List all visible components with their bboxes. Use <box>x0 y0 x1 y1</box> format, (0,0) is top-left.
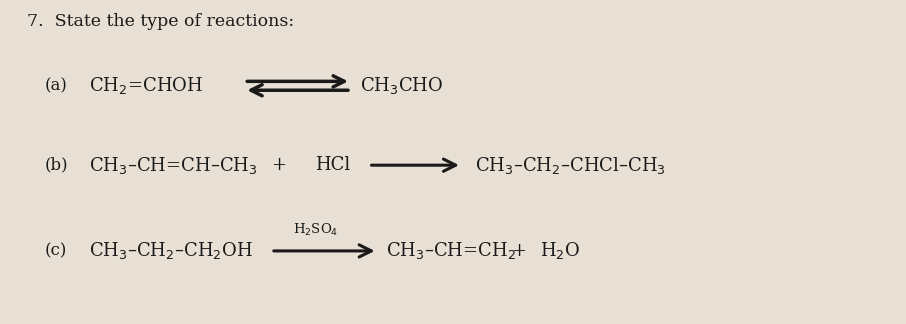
Text: H$_2$SO$_4$: H$_2$SO$_4$ <box>293 222 338 238</box>
Text: H$_2$O: H$_2$O <box>540 240 580 261</box>
Text: CH$_3$CHO: CH$_3$CHO <box>360 75 443 96</box>
Text: 7.  State the type of reactions:: 7. State the type of reactions: <box>27 13 294 30</box>
Text: +: + <box>511 242 525 260</box>
Text: CH$_3$–CH$_2$–CH$_2$OH: CH$_3$–CH$_2$–CH$_2$OH <box>89 240 253 261</box>
Text: (b): (b) <box>44 157 68 174</box>
Text: (a): (a) <box>44 77 67 94</box>
Text: HCl: HCl <box>315 156 351 174</box>
Text: (c): (c) <box>44 242 67 260</box>
Text: +: + <box>271 156 286 174</box>
Text: CH$_3$–CH=CH$_2$: CH$_3$–CH=CH$_2$ <box>386 240 516 261</box>
Text: CH$_3$–CH=CH–CH$_3$: CH$_3$–CH=CH–CH$_3$ <box>89 155 257 176</box>
Text: CH$_3$–CH$_2$–CHCl–CH$_3$: CH$_3$–CH$_2$–CHCl–CH$_3$ <box>475 155 666 176</box>
Text: CH$_2$=CHOH: CH$_2$=CHOH <box>89 75 203 96</box>
